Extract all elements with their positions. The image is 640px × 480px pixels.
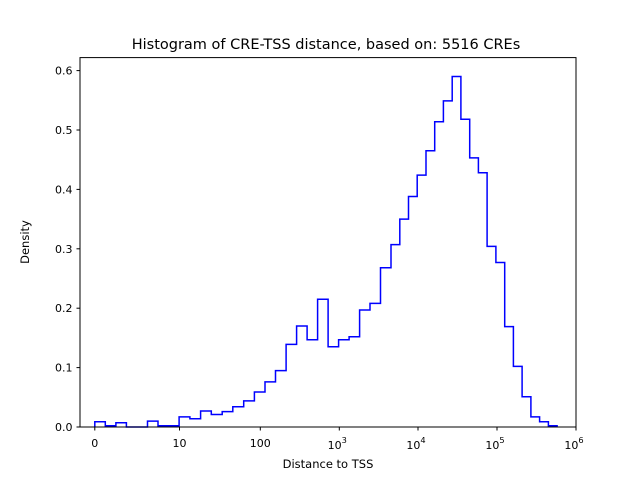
y-axis-label: Density bbox=[18, 220, 32, 264]
y-tick-label: 0.6 bbox=[55, 65, 73, 78]
x-tick-label: 100 bbox=[250, 437, 271, 450]
chart-title: Histogram of CRE-TSS distance, based on:… bbox=[132, 37, 521, 53]
y-tick-label: 0.1 bbox=[55, 362, 73, 375]
x-tick-label: 104 bbox=[406, 435, 425, 452]
y-axis-ticks: 0.0 0.1 0.2 0.3 0.4 0.5 0.6 bbox=[55, 65, 80, 434]
y-tick-label: 0.0 bbox=[55, 421, 73, 434]
x-tick-label: 0 bbox=[91, 437, 98, 450]
y-tick-label: 0.4 bbox=[55, 183, 73, 196]
x-tick-label: 106 bbox=[564, 435, 583, 452]
histogram-step-line bbox=[94, 75, 558, 428]
plot-frame bbox=[79, 57, 577, 428]
y-tick-label: 0.5 bbox=[55, 124, 73, 137]
x-tick-label: 105 bbox=[485, 435, 504, 452]
x-tick-label: 103 bbox=[328, 435, 347, 452]
y-tick-label: 0.3 bbox=[55, 243, 73, 256]
x-axis-label: Distance to TSS bbox=[283, 457, 374, 471]
y-tick-label: 0.2 bbox=[55, 302, 73, 315]
x-axis-ticks: 0 10 100 103 104 105 106 bbox=[91, 427, 584, 452]
x-tick-label: 10 bbox=[173, 437, 187, 450]
